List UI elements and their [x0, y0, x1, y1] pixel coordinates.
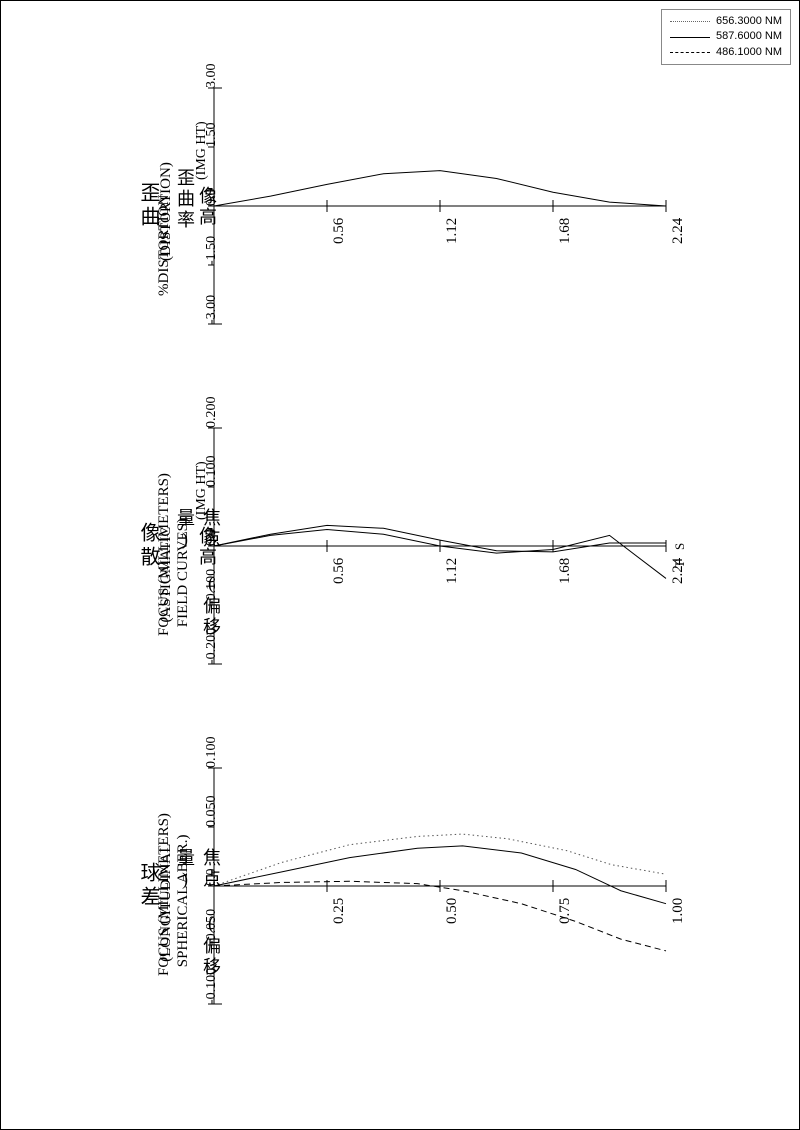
legend-label: 486.1000 NM	[716, 45, 782, 60]
legend-line-sample	[670, 21, 710, 22]
field-height-label: 2.24	[670, 218, 687, 244]
axis-tick-label: 0.0	[204, 869, 220, 887]
axis-tick-label: 0.0	[204, 189, 220, 207]
astigmatism-xlab-en: FOCUS (MILLIMETERS)	[156, 473, 173, 636]
axis-tick-label: -0.100	[204, 968, 220, 1004]
field-height-label: 1.12	[444, 558, 461, 584]
axis-tick-label: -0.100	[204, 569, 220, 605]
s-label: S	[672, 543, 688, 550]
axis-tick-label: 1.50	[204, 123, 220, 148]
legend-row: 587.6000 NM	[670, 29, 782, 44]
distortion-chart: 歪曲 (DISTORTION) 像高 (IMG HT) 歪曲率 %DISTORT…	[66, 76, 704, 336]
axis-tick-label: 0.100	[204, 737, 220, 769]
field-height-label: 0.75	[557, 898, 574, 924]
field-height-label: 0.56	[331, 218, 348, 244]
page-frame: 656.3000 NM587.6000 NM486.1000 NM 歪曲 (DI…	[0, 0, 800, 1130]
field-height-label: 0.25	[331, 898, 348, 924]
axis-tick-label: 0.0	[204, 529, 220, 547]
legend-line-sample	[670, 52, 710, 53]
distortion-xlab-cn: 歪曲率	[172, 168, 198, 231]
astigmatism-chart: 像散 (ASTIGMATIC FIELD CURVES) 像高 (IMG HT)…	[66, 416, 704, 676]
legend-row: 486.1000 NM	[670, 45, 782, 60]
data-curve	[214, 529, 666, 578]
field-height-label: 1.68	[557, 558, 574, 584]
legend-row: 656.3000 NM	[670, 14, 782, 29]
wavelength-legend: 656.3000 NM587.6000 NM486.1000 NM	[661, 9, 791, 65]
data-curve	[214, 834, 666, 886]
spherical-chart: 球差 (LONGITUDINAL SPHERICAL ABER.) 焦点 (偏移…	[66, 756, 704, 1016]
field-height-label: 1.00	[670, 898, 687, 924]
spherical-xlab-en: FOCUS (MILLIMETERS)	[156, 813, 173, 976]
data-curve	[214, 846, 666, 904]
axis-tick-label: 0.200	[204, 397, 220, 429]
axis-tick-label: 3.00	[204, 64, 220, 89]
legend-label: 656.3000 NM	[716, 14, 782, 29]
field-height-label: 1.68	[557, 218, 574, 244]
field-height-label: 2.24	[670, 558, 687, 584]
distortion-xlab-en: %DISTORTION	[156, 195, 173, 296]
axis-tick-label: -3.00	[204, 295, 220, 324]
axis-tick-label: -0.200	[204, 628, 220, 664]
legend-label: 587.6000 NM	[716, 29, 782, 44]
axis-tick-label: -0.050	[204, 909, 220, 945]
field-height-label: 0.56	[331, 558, 348, 584]
legend-line-sample	[670, 37, 710, 38]
axis-tick-label: 0.050	[204, 796, 220, 828]
field-height-label: 1.12	[444, 218, 461, 244]
axis-tick-label: 0.100	[204, 456, 220, 488]
field-height-label: 0.50	[444, 898, 461, 924]
axis-tick-label: -1.50	[204, 236, 220, 265]
